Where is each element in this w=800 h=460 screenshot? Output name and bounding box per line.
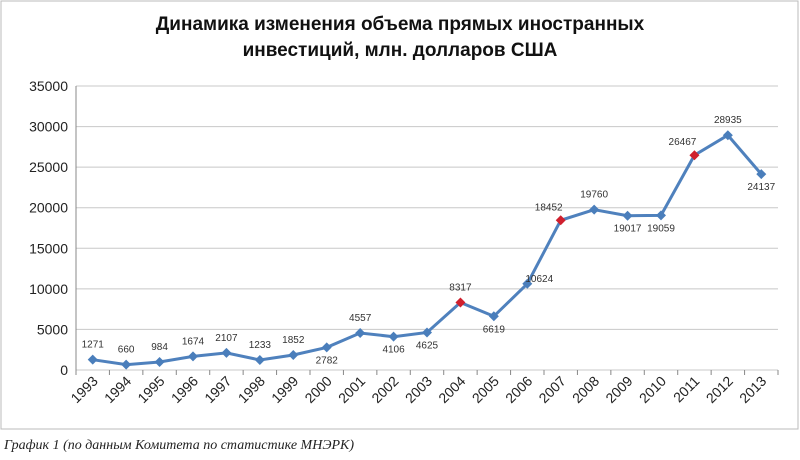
marker xyxy=(522,278,533,289)
y-tick-label: 5000 xyxy=(37,321,68,337)
marker xyxy=(188,351,198,362)
marker xyxy=(121,359,132,370)
marker xyxy=(388,331,399,342)
value-label: 10624 xyxy=(525,274,553,285)
value-label: 4557 xyxy=(349,313,372,324)
value-label: 1852 xyxy=(282,335,305,346)
value-label: 984 xyxy=(151,342,168,353)
y-tick-label: 20000 xyxy=(29,200,68,216)
marker xyxy=(488,311,499,322)
marker xyxy=(254,354,265,365)
chart-title: инвестиций, млн. долларов США xyxy=(243,40,558,61)
value-label: 19017 xyxy=(614,224,642,235)
y-tick-label: 35000 xyxy=(29,78,68,94)
y-tick-label: 10000 xyxy=(29,281,68,297)
value-label: 1271 xyxy=(82,340,105,351)
marker xyxy=(689,150,700,161)
value-label: 18452 xyxy=(535,202,563,213)
value-label: 8317 xyxy=(449,283,472,294)
y-tick-label: 0 xyxy=(60,362,68,378)
chart-title: Динамика изменения объема прямых иностра… xyxy=(156,14,645,35)
marker xyxy=(321,342,332,353)
value-label: 1233 xyxy=(249,340,272,351)
caption: График 1 (по данным Комитета по статисти… xyxy=(3,438,354,453)
marker xyxy=(288,349,299,360)
marker xyxy=(221,347,232,358)
marker xyxy=(756,169,767,180)
marker xyxy=(87,354,98,365)
value-label: 4625 xyxy=(416,340,439,351)
marker xyxy=(589,204,600,215)
y-tick-label: 25000 xyxy=(29,159,68,175)
y-tick-label: 15000 xyxy=(29,240,68,256)
y-tick-label: 30000 xyxy=(29,119,68,135)
marker xyxy=(455,297,466,308)
value-label: 660 xyxy=(118,345,135,356)
value-label: 19059 xyxy=(647,223,675,234)
value-label: 26467 xyxy=(669,137,697,148)
value-label: 19760 xyxy=(580,190,608,201)
value-label: 24137 xyxy=(747,182,775,193)
marker xyxy=(656,210,666,221)
marker xyxy=(622,210,633,221)
marker xyxy=(154,357,165,368)
value-label: 2782 xyxy=(316,355,339,366)
marker xyxy=(722,130,733,141)
value-label: 6619 xyxy=(483,324,506,335)
value-label: 1674 xyxy=(182,336,205,347)
marker xyxy=(555,215,566,226)
value-label: 4106 xyxy=(382,345,405,356)
marker xyxy=(422,327,432,338)
value-label: 28935 xyxy=(714,115,742,126)
marker xyxy=(355,328,366,339)
value-label: 2107 xyxy=(215,333,238,344)
